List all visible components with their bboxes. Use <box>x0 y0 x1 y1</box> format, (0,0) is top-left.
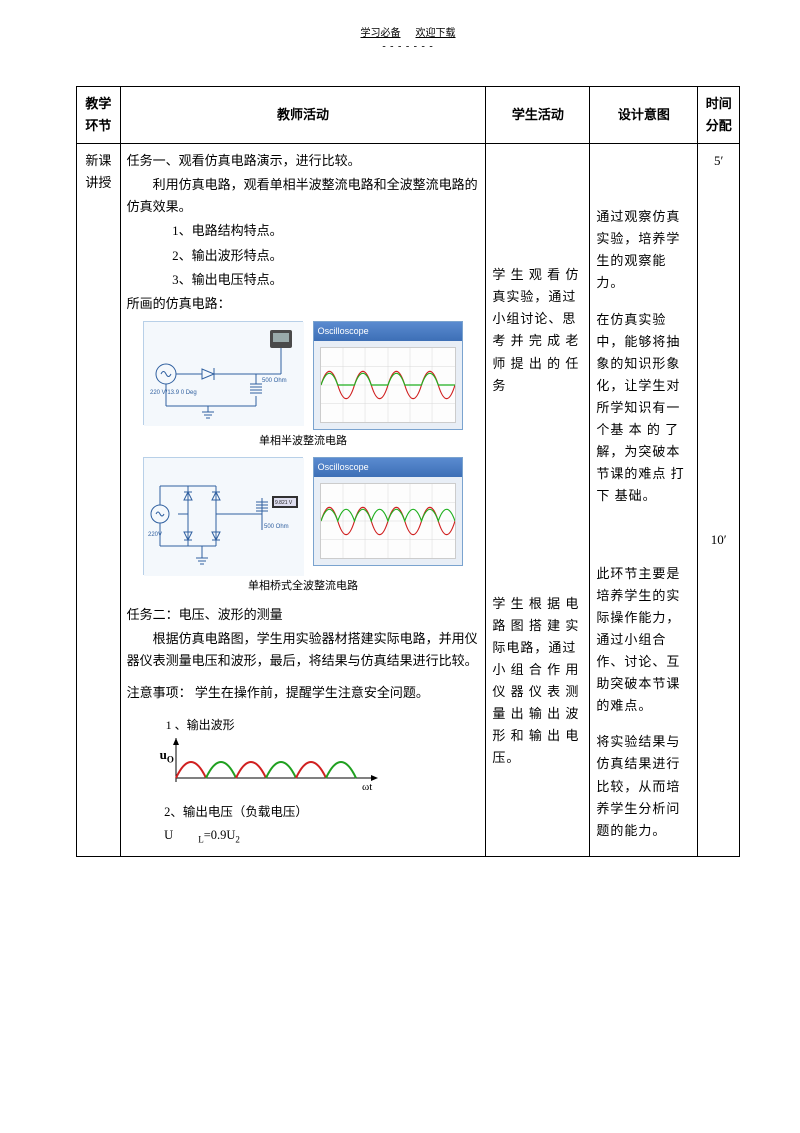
task2-title: 任务二：电压、波形的测量 <box>127 604 480 626</box>
task1-title: 任务一、观看仿真电路演示，进行比较。 <box>127 150 480 172</box>
header-right: 欢迎下载 <box>416 28 456 39</box>
svg-text:9.821 V: 9.821 V <box>275 500 293 506</box>
volt-item-label: 2、输出电压（负载电压） <box>127 802 480 823</box>
task1-pt3: 3、输出电压特点。 <box>127 269 480 291</box>
figure-halfwave: 220 V/13.9 0 Deg 500 Ohm Oscilloscope <box>127 321 480 430</box>
task1-pt2: 2、输出波形特点。 <box>127 245 480 267</box>
oscilloscope-halfwave: Oscilloscope <box>313 321 463 430</box>
student-activity-1: 学 生 观 看 仿真实验，通过小组讨论、思考 并 完 成 老师 提 出 的 任务 <box>486 144 590 523</box>
osc1-title: Oscilloscope <box>314 322 462 341</box>
task1-drawn: 所画的仿真电路： <box>127 293 480 315</box>
output-waveform: ωt <box>166 738 386 794</box>
header-left: 学习必备 <box>361 28 401 39</box>
circuit-halfwave: 220 V/13.9 0 Deg 500 Ohm <box>143 321 303 425</box>
task2-body: 根据仿真电路图，学生用实验器材搭建实际电路，并用仪器仪表测量电压和波形，最后，将… <box>127 628 480 672</box>
page-header: 学习必备 欢迎下载 <box>76 24 740 39</box>
wave-item-label: 1 、输出波形 <box>166 718 235 732</box>
oscilloscope-fullwave: Oscilloscope <box>313 457 463 566</box>
col-header-design: 设计意图 <box>590 87 698 144</box>
design-intent-2: 此环节主要是培养学生的实际操作能力，通过小组合作、讨论、互助突破本节课的难点。 … <box>590 523 698 857</box>
task1-pt1: 1、电路结构特点。 <box>127 220 480 242</box>
header-dashes: - - - - - - - <box>76 41 740 52</box>
col-header-section: 教学 环节 <box>77 87 121 144</box>
task1-intro: 利用仿真电路，观看单相半波整流电路和全波整流电路的仿真效果。 <box>127 174 480 218</box>
col-header-time: 时间 分配 <box>698 87 740 144</box>
task2-note: 注意事项： 学生在操作前，提醒学生注意安全问题。 <box>127 682 480 704</box>
section-label: 新课 讲授 <box>77 144 121 857</box>
lesson-table: 教学 环节 教师活动 学生活动 设计意图 时间 分配 新课 讲授 任务一、观看仿… <box>76 86 740 857</box>
caption-fullwave: 单相桥式全波整流电路 <box>127 577 480 596</box>
figure-fullwave: 220V 500 Ohm 9.821 V Oscilloscope <box>127 457 480 575</box>
output-wave-block: 1 、输出波形 uO <box>127 714 480 794</box>
caption-halfwave: 单相半波整流电路 <box>127 432 480 451</box>
uo-label: uO <box>160 744 174 768</box>
student-activity-2: 学 生 根 据 电路 图 搭 建 实际电路，通过小 组 合 作 用仪 器 仪 表… <box>486 523 590 857</box>
output-voltage-formula: U L=0.9U2 <box>127 825 480 848</box>
circuit1-res-label: 500 Ohm <box>262 378 287 384</box>
col-header-student: 学生活动 <box>486 87 590 144</box>
teacher-activity-cell: 任务一、观看仿真电路演示，进行比较。 利用仿真电路，观看单相半波整流电路和全波整… <box>120 144 486 857</box>
circuit-fullwave: 220V 500 Ohm 9.821 V <box>143 457 303 575</box>
svg-text:220V: 220V <box>148 532 162 538</box>
svg-text:500 Ohm: 500 Ohm <box>264 524 289 530</box>
time-2: 10′ <box>698 523 740 857</box>
circuit1-src-label: 220 V/13.9 0 Deg <box>150 390 197 396</box>
time-1: 5′ <box>698 144 740 523</box>
col-header-teacher: 教师活动 <box>120 87 486 144</box>
osc2-title: Oscilloscope <box>314 458 462 477</box>
omega-t-label: ωt <box>362 781 372 793</box>
design-intent-1: 通过观察仿真实验，培养学生的观察能力。 在仿真实验中，能够将抽象的知识形象化，让… <box>590 144 698 523</box>
